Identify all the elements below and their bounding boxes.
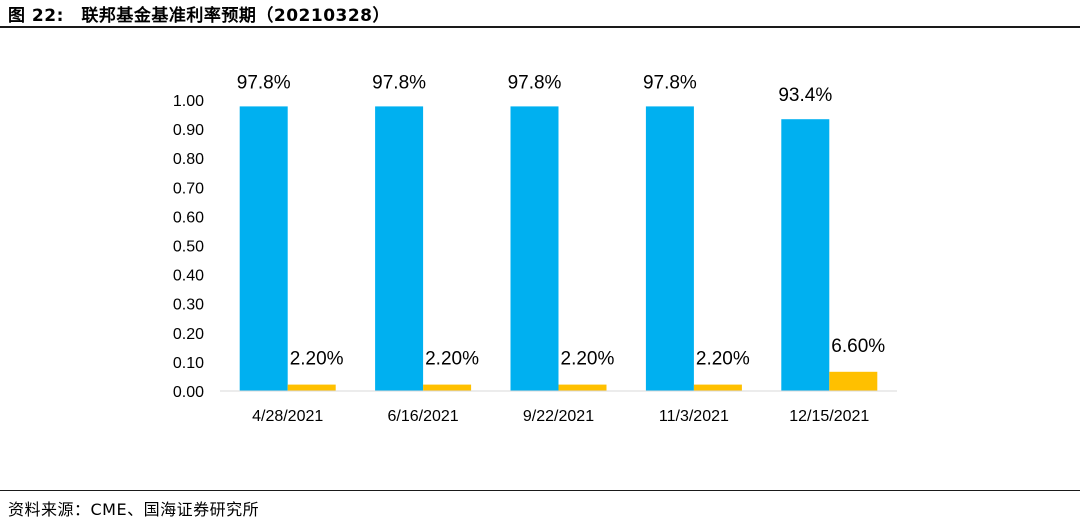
bar-series-1 — [510, 106, 559, 391]
data-label-series-1: 97.8% — [372, 72, 426, 93]
data-label-series-2: 2.20% — [425, 349, 479, 370]
data-label-series-2: 2.20% — [290, 349, 344, 370]
x-tick-label: 12/15/2021 — [789, 408, 869, 425]
x-tick-label: 11/3/2021 — [659, 408, 729, 425]
data-label-series-1: 97.8% — [643, 72, 697, 93]
bar-series-2 — [693, 384, 742, 391]
x-tick-label: 4/28/2021 — [252, 408, 323, 425]
data-label-series-1: 97.8% — [237, 72, 291, 93]
bar-series-2 — [287, 384, 336, 391]
bar-series-1 — [781, 119, 830, 392]
bar-series-2 — [558, 384, 607, 391]
x-tick-label: 6/16/2021 — [388, 408, 459, 425]
y-tick-label: 0.90 — [173, 122, 204, 139]
data-label-series-1: 97.8% — [508, 72, 562, 93]
y-tick-label: 0.80 — [173, 151, 204, 168]
bar-series-1 — [645, 106, 694, 391]
y-tick-label: 0.50 — [173, 239, 204, 256]
data-label-series-2: 6.60% — [831, 336, 885, 357]
y-tick-label: 1.00 — [173, 93, 204, 110]
title-divider — [0, 26, 1080, 28]
bar-series-2 — [423, 384, 472, 391]
bar-series-2 — [829, 371, 878, 391]
figure-header: 图 22: 联邦基金基准利率预期（20210328） — [0, 0, 1080, 28]
data-label-series-2: 2.20% — [696, 349, 750, 370]
figure-title: 图 22: 联邦基金基准利率预期（20210328） — [8, 6, 391, 26]
data-label-series-2: 2.20% — [561, 349, 615, 370]
bar-series-1 — [239, 106, 288, 391]
y-tick-label: 0.10 — [173, 355, 204, 372]
x-tick-label: 9/22/2021 — [523, 408, 594, 425]
y-tick-label: 0.40 — [173, 268, 204, 285]
y-tick-label: 0.30 — [173, 297, 204, 314]
bar-series-1 — [375, 106, 424, 391]
source-note: 资料来源：CME、国海证券研究所 — [8, 500, 260, 519]
footer-divider — [0, 490, 1080, 491]
y-tick-label: 0.70 — [173, 180, 204, 197]
y-tick-label: 0.60 — [173, 209, 204, 226]
y-tick-label: 0.20 — [173, 326, 204, 343]
y-tick-label: 0.00 — [173, 384, 204, 401]
data-label-series-1: 93.4% — [778, 85, 832, 106]
